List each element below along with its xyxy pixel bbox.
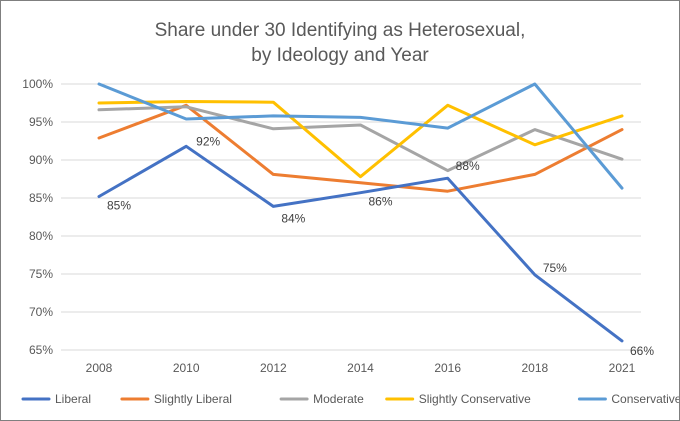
- legend: Liberal Slightly Liberal Moderate Slightly …: [21, 392, 679, 406]
- legend-label-slightly-conservative: Slightly Conservative: [419, 392, 531, 406]
- data-label-liberal-2014: 86%: [369, 195, 393, 209]
- series-line-liberal: [97, 144, 624, 343]
- data-labels: 85% 92% 84% 86% 88% 75% 66%: [107, 134, 654, 358]
- data-label-liberal-2008: 85%: [107, 198, 131, 212]
- x-tick-label-2021: 2021: [609, 361, 636, 375]
- data-label-liberal-2012: 84%: [281, 211, 305, 225]
- x-tick-label-2010: 2010: [173, 361, 200, 375]
- legend-label-liberal: Liberal: [55, 392, 91, 406]
- y-tick-label-85: 85%: [29, 191, 53, 205]
- x-tick-label-2018: 2018: [521, 361, 548, 375]
- gridlines: [61, 83, 641, 351]
- series-line-slightly-conservative: [97, 100, 624, 179]
- x-tick-label-2014: 2014: [347, 361, 374, 375]
- y-tick-label-100: 100%: [22, 77, 53, 91]
- data-label-liberal-2016: 88%: [456, 159, 480, 173]
- x-tick-label-2016: 2016: [434, 361, 461, 375]
- y-tick-label-80: 80%: [29, 229, 53, 243]
- series-lines: [97, 82, 624, 343]
- legend-label-conservative: Conservative: [611, 392, 679, 406]
- data-label-liberal-2010: 92%: [196, 134, 220, 148]
- y-tick-label-90: 90%: [29, 153, 53, 167]
- y-axis-tick-labels: 65% 70% 75% 80% 85% 90% 95% 100%: [22, 77, 53, 357]
- series-line-moderate: [97, 105, 624, 173]
- y-tick-label-75: 75%: [29, 267, 53, 281]
- y-tick-label-65: 65%: [29, 343, 53, 357]
- chart-title-line-1: Share under 30 Identifying as Heterosexu…: [155, 20, 526, 41]
- x-axis-tick-labels: 2008 2010 2012 2014 2016 2018 2021: [86, 361, 636, 375]
- data-label-liberal-2018: 75%: [543, 261, 567, 275]
- chart-title-line-2: by Ideology and Year: [251, 45, 429, 66]
- y-tick-label-70: 70%: [29, 305, 53, 319]
- series-line-conservative: [97, 82, 624, 190]
- y-tick-label-95: 95%: [29, 115, 53, 129]
- legend-label-moderate: Moderate: [313, 392, 364, 406]
- x-tick-label-2012: 2012: [260, 361, 287, 375]
- x-tick-label-2008: 2008: [86, 361, 113, 375]
- data-label-liberal-2021: 66%: [630, 344, 654, 358]
- legend-label-slightly-liberal: Slightly Liberal: [154, 392, 232, 406]
